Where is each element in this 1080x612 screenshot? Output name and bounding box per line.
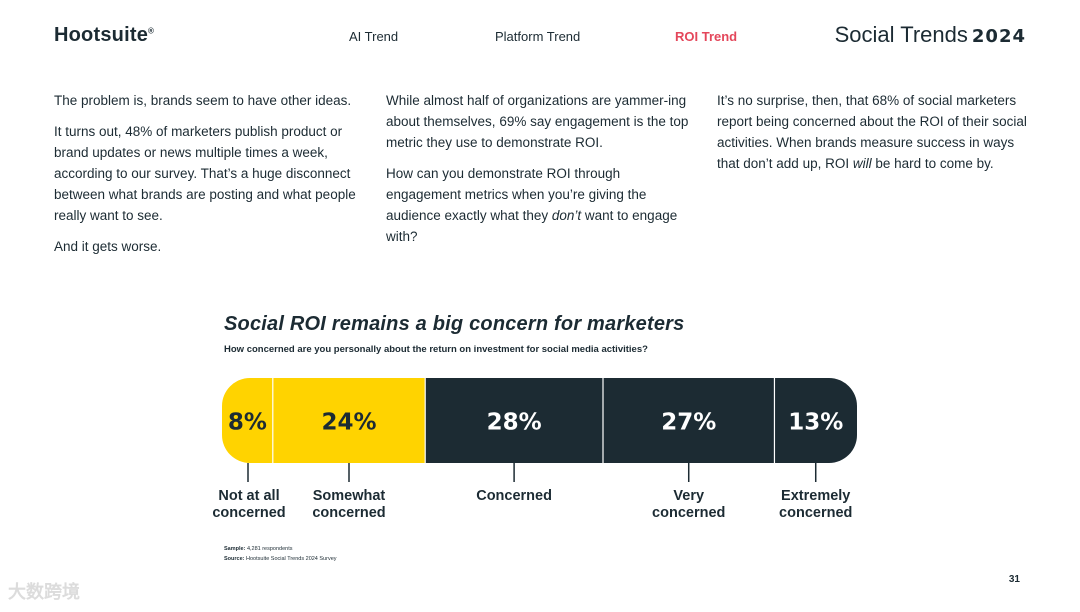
value-label-2: 24%: [321, 410, 376, 436]
sample-value: 4,281 respondents: [246, 546, 293, 552]
emphasis: will: [852, 156, 872, 171]
page-header: Hootsuite® AI Trend Platform Trend ROI T…: [0, 0, 1080, 72]
logo-registered-mark: ®: [148, 26, 155, 36]
report-title: Social Trends: [834, 22, 968, 47]
bar-group: [222, 378, 857, 463]
category-label-1: Not at all concerned: [212, 488, 285, 521]
value-label-4: 27%: [661, 410, 716, 436]
text-column-1: The problem is, brands seem to have othe…: [54, 90, 366, 267]
paragraph: It’s no surprise, then, that 68% of soci…: [717, 90, 1032, 174]
category-label-line: concerned: [312, 505, 385, 521]
report-year: 2024: [971, 26, 1026, 47]
text-column-3: It’s no surprise, then, that 68% of soci…: [717, 90, 1032, 184]
category-label-4: Very concerned: [652, 488, 725, 521]
category-label-line: Very: [673, 488, 704, 504]
bar-segment-5: [774, 378, 857, 463]
chart-title: Social ROI remains a big concern for mar…: [224, 313, 685, 335]
hootsuite-logo[interactable]: Hootsuite®: [54, 24, 154, 47]
paragraph: The problem is, brands seem to have othe…: [54, 93, 352, 108]
chart-subtitle: How concerned are you personally about t…: [224, 344, 648, 355]
sample-label: Sample:: [224, 546, 246, 552]
category-label-2: Somewhat concerned: [312, 488, 385, 521]
source-note: Source: Hootsuite Social Trends 2024 Sur…: [224, 556, 337, 562]
paragraph: And it gets worse.: [54, 239, 162, 254]
category-label-line: concerned: [652, 505, 725, 521]
logo-text: Hootsuite: [54, 24, 149, 46]
value-label-1: 8%: [228, 410, 267, 436]
category-label-line: Extremely: [781, 488, 850, 504]
paragraph: It turns out, 48% of marketers publish p…: [54, 124, 356, 223]
text-column-2: While almost half of organizations are y…: [386, 90, 696, 257]
report-brand: Social Trends 2024: [835, 22, 1026, 48]
nav-platform-trend[interactable]: Platform Trend: [495, 29, 581, 44]
category-label-3: Concerned: [476, 488, 552, 504]
emphasis: don’t: [551, 208, 582, 223]
bar-segment-2: [272, 378, 426, 463]
category-label-line: concerned: [212, 505, 285, 521]
text-run: be hard to come by.: [871, 156, 994, 171]
bar-segment-4: [603, 378, 775, 463]
paragraph: While almost half of organizations are y…: [386, 93, 689, 150]
text-run: want to engage with?: [386, 208, 678, 244]
value-label-3: 28%: [487, 410, 542, 436]
source-label: Source:: [224, 556, 245, 562]
sample-note: Sample: 4,281 respondents: [224, 546, 293, 552]
nav-roi-trend[interactable]: ROI Trend: [675, 29, 738, 44]
category-label-line: concerned: [779, 505, 852, 521]
text-run: It’s no surprise, then, that 68% of soci…: [717, 93, 1027, 171]
paragraph: How can you demonstrate ROI through enga…: [386, 163, 696, 247]
nav-ai-trend[interactable]: AI Trend: [349, 29, 399, 44]
bar-segment-1: [222, 378, 273, 463]
source-value: Hootsuite Social Trends 2024 Survey: [246, 556, 337, 562]
text-run: How can you demonstrate ROI through enga…: [386, 166, 647, 223]
page-number: 31: [1008, 574, 1020, 585]
value-label-5: 13%: [788, 410, 843, 436]
category-label-line: Concerned: [476, 488, 552, 504]
watermark: 大数跨境: [8, 582, 80, 602]
category-label-line: Somewhat: [313, 488, 386, 504]
category-label-5: Extremely concerned: [779, 488, 852, 521]
bar-segment-3: [425, 378, 603, 463]
category-label-line: Not at all: [218, 488, 279, 504]
